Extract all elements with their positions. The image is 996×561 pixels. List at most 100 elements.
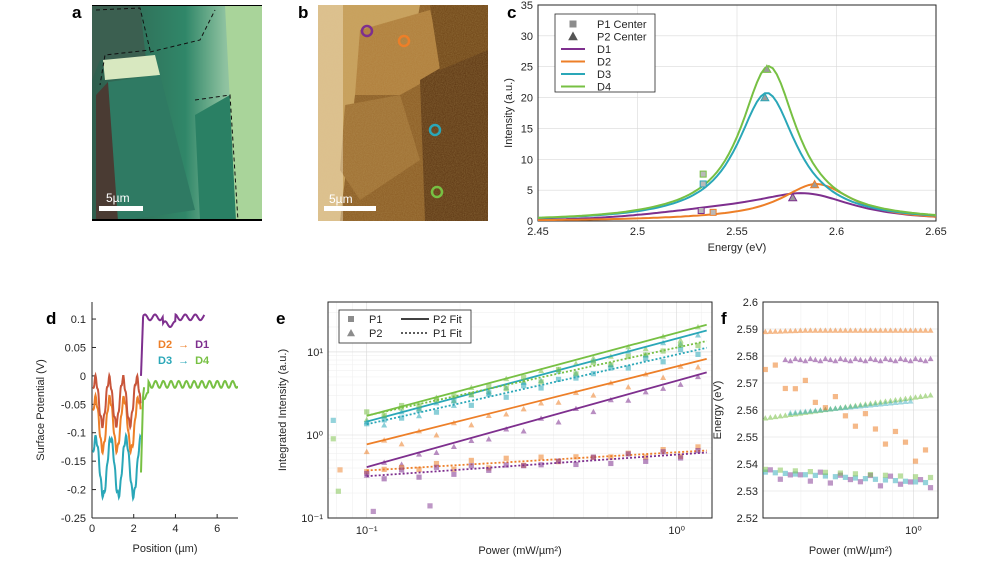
panel-label-e: e [276, 309, 285, 328]
p2-energy-d4 [882, 398, 889, 404]
p2-energy-d1 [852, 355, 859, 362]
p2-energy-d1 [927, 355, 934, 362]
legend-entry: P1 Center [597, 19, 647, 31]
panel-label-d: d [46, 309, 56, 328]
x-tick-label: 10⁰ [905, 525, 922, 537]
x-tick-label: 2.55 [726, 226, 747, 238]
p1-energy-d1 [917, 477, 924, 483]
y-tick-label: 2.55 [737, 432, 758, 444]
p1-energy-d2 [902, 439, 909, 445]
p2-energy-d1 [822, 355, 829, 362]
p2-marker-d1 [416, 451, 423, 457]
p2-marker-d2 [398, 440, 405, 447]
p2-energy-d1 [832, 357, 839, 364]
p2-energy-d2 [763, 328, 769, 335]
p2-energy-d3 [787, 409, 794, 416]
p1-energy-d4 [807, 469, 813, 475]
p1-energy-d3 [862, 476, 869, 482]
p2-energy-d1 [857, 356, 864, 363]
p2-marker-d4 [590, 355, 597, 361]
p2-energy-d3 [827, 406, 834, 412]
plot-frame [762, 301, 939, 519]
p2-marker-d2 [590, 392, 597, 398]
p1-marker-d1 [468, 463, 474, 469]
p2-energy-d4 [877, 399, 884, 405]
p2-marker-d1 [468, 437, 475, 444]
p2-energy-d2 [862, 327, 869, 333]
p1-marker-d3 [677, 347, 684, 353]
p2-energy-d2 [772, 328, 779, 334]
p1-center-marker-d1 [697, 207, 705, 215]
p2-energy-d4 [857, 401, 864, 408]
plot-frame [537, 4, 937, 222]
outlier-marker [370, 508, 376, 515]
y-tick-label: 0.1 [71, 314, 86, 326]
p1-energy-d2 [772, 362, 778, 368]
p2-marker-d2 [503, 411, 510, 417]
profile-step-d1 [140, 316, 145, 376]
legend-d2-d1: D2 → D1 [158, 339, 209, 351]
p2-marker-d1 [555, 419, 562, 425]
p1-marker-d3 [695, 351, 701, 357]
p2-energy-d2 [892, 327, 899, 333]
profile-line-boundary [92, 371, 142, 432]
p1-marker-d3 [573, 375, 579, 381]
p2-energy-d4 [767, 414, 774, 420]
y-tick-label: 25 [521, 62, 533, 74]
p1-marker-d3 [538, 385, 544, 391]
scalebar-a-label: 5µm [106, 191, 130, 205]
p2-energy-d2 [887, 327, 894, 333]
p1-marker-d2 [433, 460, 440, 467]
p2-marker-d1 [642, 388, 649, 395]
p1-marker-d4 [468, 391, 474, 398]
p2-energy-d4 [763, 415, 769, 421]
p1-marker-d2 [538, 454, 544, 460]
p1-marker-d4 [573, 371, 579, 377]
p2-energy-d4 [807, 408, 814, 415]
marker-d1-location [360, 24, 374, 38]
y-tick-label: 35 [521, 0, 533, 12]
panel-label-c: c [507, 3, 516, 22]
y-tick-label: 10⁰ [306, 430, 323, 442]
y-tick-label: 2.56 [737, 405, 758, 417]
p1-energy-d4 [927, 474, 934, 481]
p1-marker-d1 [398, 467, 405, 473]
legend-entry: D4 [597, 82, 611, 94]
p1-center-marker-d4 [699, 170, 707, 178]
p2-energy-d3 [882, 400, 889, 407]
legend-from-d3: D3 [158, 355, 172, 367]
p2-energy-d2 [827, 327, 834, 333]
p2-energy-d1 [862, 357, 869, 364]
y-tick-label: 10 [521, 154, 533, 166]
x-tick-label: 2.6 [829, 226, 844, 238]
p1-energy-d2 [922, 447, 929, 453]
p2-energy-d2 [912, 327, 919, 333]
p1-energy-d3 [822, 473, 828, 479]
p1-energy-d1 [897, 481, 904, 487]
p2-energy-d2 [812, 327, 819, 333]
p2-energy-d1 [842, 356, 849, 363]
optical-micrograph [92, 5, 262, 221]
p1-energy-d2 [802, 377, 808, 384]
y-tick-label: 2.54 [737, 459, 758, 471]
p1-energy-d4 [822, 469, 828, 475]
p1-marker-d4 [503, 386, 509, 392]
p2-energy-d1 [797, 356, 804, 363]
p2-energy-d2 [782, 328, 789, 334]
p2-energy-d3 [862, 402, 869, 408]
p1-marker-d1 [573, 461, 579, 468]
x-tick-label: 10⁻¹ [356, 525, 378, 537]
p2-energy-d3 [797, 408, 804, 415]
p2-energy-d3 [867, 402, 874, 408]
p1-marker-d2 [416, 466, 422, 473]
legend-from-d2: D2 [158, 339, 172, 351]
x-tick-label: 2 [131, 523, 137, 535]
marker-d3-location [428, 123, 442, 137]
p1-marker-d2 [695, 444, 701, 450]
p1-energy-d4 [897, 473, 904, 479]
profile-step-d4 [140, 387, 146, 473]
p2-energy-d4 [902, 395, 909, 402]
p1-marker-d2 [468, 457, 474, 464]
panel-label-a: a [72, 3, 82, 22]
outlier-marker [335, 488, 341, 494]
